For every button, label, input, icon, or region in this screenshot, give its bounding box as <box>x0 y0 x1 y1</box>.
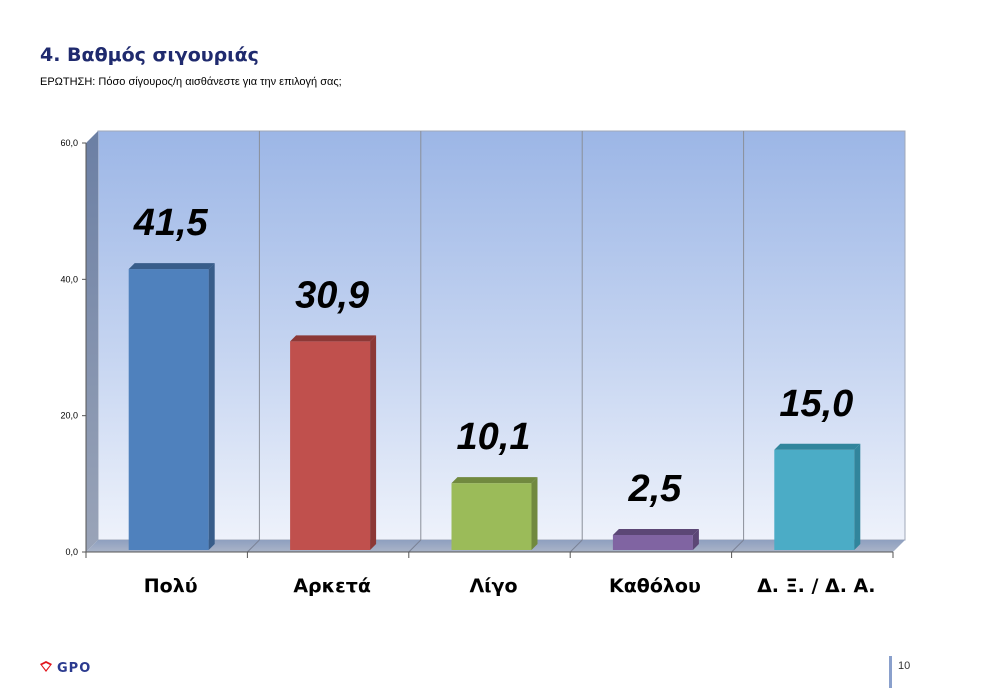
bar-top <box>451 477 538 484</box>
bar-2 <box>290 335 377 550</box>
category-label: Δ. Ξ. / Δ. Α. <box>757 575 875 597</box>
bar-front <box>451 483 532 550</box>
bar-top <box>774 443 861 450</box>
svg-text:GPO: GPO <box>57 661 91 676</box>
y-tick-label: 60,0 <box>60 138 78 148</box>
y-tick-label: 0,0 <box>65 547 78 557</box>
category-label: Πολύ <box>144 575 198 597</box>
category-label: Καθόλου <box>609 575 701 597</box>
bar-front <box>612 534 693 550</box>
bar-top <box>612 528 699 535</box>
data-label: 15,0 <box>779 383 853 425</box>
bar-side <box>854 443 861 550</box>
data-label: 41,5 <box>133 202 209 244</box>
bar-front <box>290 341 371 550</box>
back-wall <box>97 130 906 541</box>
y-tick-label: 20,0 <box>60 411 78 421</box>
y-axis: 0,0 20,0 40,0 60,0 <box>60 138 894 558</box>
bar-side <box>370 335 377 550</box>
side-wall <box>86 131 98 552</box>
data-label: 2,5 <box>627 468 682 510</box>
bar-top <box>290 335 377 342</box>
bar-5 <box>774 443 861 550</box>
bar-front <box>774 449 855 550</box>
gridline <box>247 539 260 553</box>
bar-4 <box>612 528 699 550</box>
bar-front <box>128 269 209 550</box>
bar-side <box>692 528 699 550</box>
category-label: Αρκετά <box>293 575 371 597</box>
gridline <box>731 539 744 553</box>
bar-chart: 41,5 30,9 10,1 2,5 15,0 0,0 20,0 40,0 60,0 Πολύ… <box>60 130 906 597</box>
gpo-logo: GPO <box>40 661 91 676</box>
bar-1 <box>128 263 215 550</box>
bar-3 <box>451 477 538 550</box>
plot-area: 41,5 30,9 10,1 2,5 15,0 <box>86 130 906 553</box>
gridline <box>408 539 422 553</box>
bar-side <box>208 263 215 550</box>
gridline <box>569 539 583 553</box>
data-label: 30,9 <box>295 274 369 316</box>
page-number: 10 <box>898 660 911 672</box>
bar-side <box>531 477 538 550</box>
page-number-divider <box>889 656 892 688</box>
bar-top <box>128 263 215 270</box>
category-label: Λίγο <box>469 575 517 597</box>
data-label: 10,1 <box>457 416 531 458</box>
x-axis-labels: Πολύ Αρκετά Λίγο Καθόλου Δ. Ξ. / Δ. Α. <box>144 575 876 597</box>
question-text: ΕΡΩΤΗΣΗ: Πόσο σίγουρος/η αισθάνεστε για … <box>40 76 342 88</box>
page-title: 4. Βαθμός σιγουριάς <box>40 44 259 66</box>
y-tick-label: 40,0 <box>60 274 78 284</box>
